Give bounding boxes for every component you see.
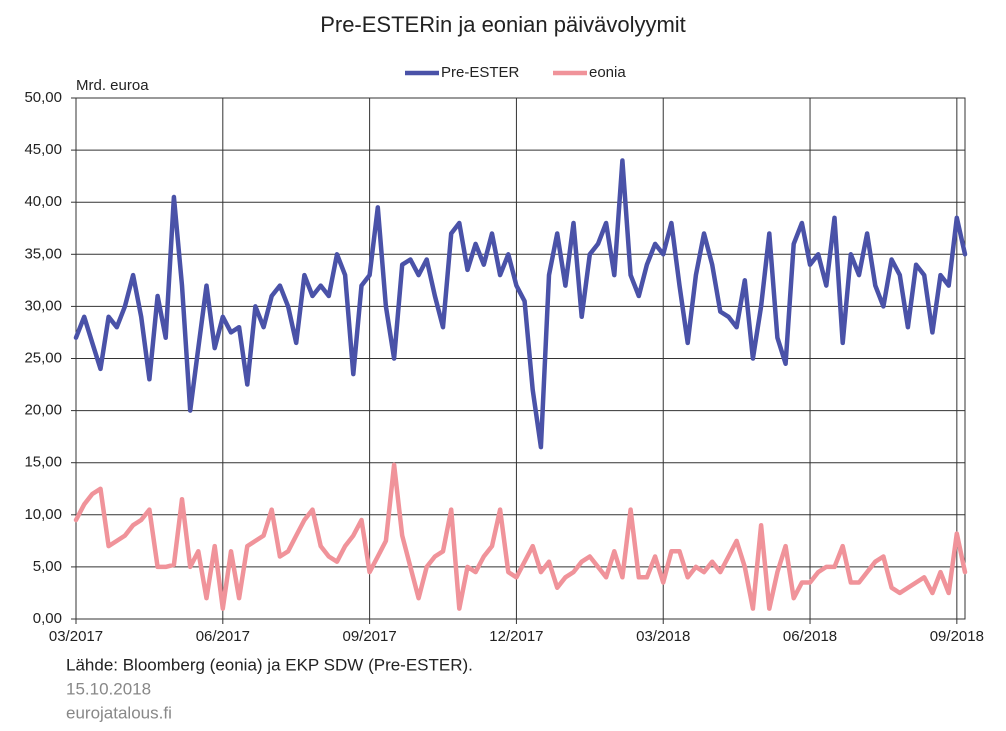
y-tick-label: 50,00: [24, 89, 62, 106]
y-tick-label: 15,00: [24, 454, 62, 471]
y-tick-label: 35,00: [24, 245, 62, 262]
y-axis-label: Mrd. euroa: [76, 77, 149, 94]
y-tick-label: 0,00: [33, 610, 62, 627]
site: eurojatalous.fi: [66, 703, 172, 722]
y-tick-label: 30,00: [24, 297, 62, 314]
y-tick-label: 40,00: [24, 193, 62, 210]
date: 15.10.2018: [66, 679, 151, 698]
y-tick-label: 45,00: [24, 141, 62, 158]
legend-label: Pre-ESTER: [441, 64, 520, 81]
y-tick-label: 20,00: [24, 402, 62, 419]
x-tick-label: 06/2018: [783, 628, 837, 645]
source: Lähde: Bloomberg (eonia) ja EKP SDW (Pre…: [66, 655, 473, 674]
x-tick-label: 09/2017: [342, 628, 396, 645]
x-tick-label: 06/2017: [196, 628, 250, 645]
y-tick-label: 25,00: [24, 349, 62, 366]
chart-title: Pre-ESTERin ja eonian päivävolyymit: [320, 12, 686, 37]
series-line: [73, 158, 968, 450]
y-tick-label: 10,00: [24, 506, 62, 523]
legend-label: eonia: [589, 64, 626, 81]
x-tick-label: 12/2017: [489, 628, 543, 645]
series-line: [73, 462, 968, 611]
y-tick-label: 5,00: [33, 558, 62, 575]
x-tick-label: 03/2017: [49, 628, 103, 645]
x-tick-label: 03/2018: [636, 628, 690, 645]
x-tick-label: 09/2018: [930, 628, 984, 645]
